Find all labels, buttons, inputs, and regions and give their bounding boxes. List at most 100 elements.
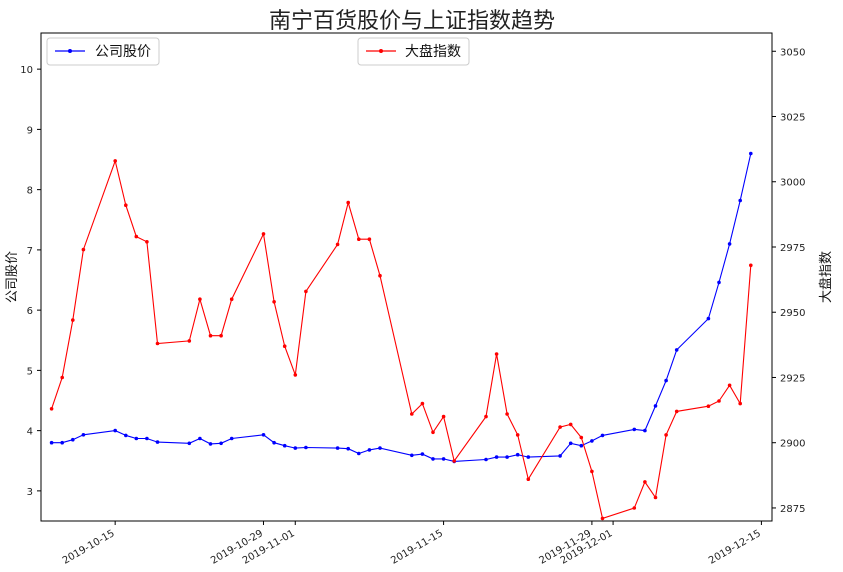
series-1-point — [124, 203, 128, 207]
series-1-point — [335, 242, 340, 247]
x-tick-label: 2019-11-15 — [389, 528, 445, 567]
series-1-point — [346, 200, 351, 205]
series-0-point — [674, 348, 679, 352]
series-1-point — [505, 412, 509, 416]
left-tick-label: 9 — [27, 125, 33, 136]
left-tick-label: 7 — [27, 246, 33, 257]
series-0-point — [219, 441, 223, 446]
series-1-point — [632, 506, 637, 510]
series-0-point — [272, 440, 276, 445]
series-1-point — [738, 401, 742, 406]
series-0-point — [643, 428, 647, 433]
series-0-point — [60, 440, 64, 445]
series-0-point — [155, 440, 160, 444]
right-tick-label: 3000 — [780, 178, 805, 189]
series-1-point — [410, 412, 414, 416]
series-0-point — [346, 446, 351, 451]
series-0-point — [81, 433, 86, 437]
series-0-point — [441, 457, 446, 461]
legend-left-marker — [68, 49, 72, 53]
right-tick-label: 3025 — [780, 113, 805, 124]
legend-left-label: 公司股价 — [95, 44, 151, 60]
series-1-point — [282, 344, 287, 349]
right-tick-label: 2900 — [780, 439, 805, 450]
series-0-point — [727, 242, 732, 246]
series-1-point — [515, 433, 520, 437]
legend-right-box — [357, 37, 470, 66]
series-0-point — [420, 452, 425, 456]
series-0-point — [431, 457, 435, 461]
series-1-point — [357, 237, 361, 241]
series-1-point — [71, 318, 75, 322]
series-0-point — [49, 440, 54, 445]
series-1-point — [378, 273, 382, 278]
left-tick-label: 5 — [27, 366, 33, 377]
series-line-0 — [51, 153, 752, 462]
series-0-point — [304, 445, 308, 450]
series-1-point — [441, 414, 446, 419]
series-1-point — [261, 232, 266, 236]
series-0-point — [71, 437, 75, 442]
series-0-point — [367, 448, 372, 452]
right-tick-label: 2875 — [780, 504, 805, 515]
series-1-point — [674, 409, 679, 414]
series-0-point — [208, 442, 213, 446]
legend-left: 公司股价 — [46, 37, 160, 66]
series-1-point — [717, 399, 721, 403]
x-tick-label: 2019-12-15 — [707, 528, 763, 567]
series-0-point — [579, 443, 584, 448]
series-0-point — [558, 454, 562, 458]
series-1-point — [727, 383, 732, 388]
left-tick-label: 3 — [27, 487, 33, 498]
series-1-point — [293, 373, 298, 377]
series-0-point — [505, 455, 509, 459]
series-1-point — [494, 352, 499, 356]
series-1-point — [367, 237, 372, 241]
series-1-point — [420, 401, 425, 406]
right-tick-label: 3050 — [780, 47, 805, 58]
series-0-point — [145, 436, 149, 441]
series-0-point — [378, 446, 382, 450]
series-1-point — [113, 159, 117, 163]
series-0-point — [600, 433, 605, 438]
series-1-point — [643, 480, 647, 484]
series-1-point — [664, 433, 668, 437]
series-0-point — [568, 441, 573, 446]
series-1-point — [187, 339, 192, 343]
series-0-point — [134, 436, 139, 441]
left-axis: 3 4 5 6 7 8 9 10 — [20, 65, 41, 498]
right-axis-label: 大盘指数 — [818, 251, 834, 303]
left-tick-label: 8 — [27, 186, 33, 197]
right-tick-label: 2950 — [780, 308, 805, 319]
plot-frame — [40, 32, 773, 522]
series-1-point — [526, 477, 531, 482]
left-tick-label: 4 — [27, 427, 33, 438]
series-0-point — [653, 404, 658, 408]
chart-title: 南宁百货股价与上证指数趋势 — [269, 9, 555, 34]
series-1-point — [706, 404, 711, 409]
series-1-point — [134, 234, 139, 239]
series-0-point — [717, 280, 721, 285]
series-1-point — [81, 247, 86, 252]
series-1-point — [600, 516, 605, 521]
x-tick-label: 2019-10-15 — [61, 528, 117, 567]
series-0-point — [124, 433, 128, 438]
series-layer — [49, 151, 753, 521]
series-1-point — [145, 240, 149, 244]
series-0-point — [357, 451, 361, 456]
series-0-point — [664, 378, 668, 383]
series-0-point — [113, 428, 117, 433]
legend-right: 大盘指数 — [357, 37, 470, 66]
series-1-point — [229, 297, 234, 302]
series-0-point — [749, 151, 753, 156]
series-0-point — [187, 441, 192, 446]
series-line-1 — [51, 158, 752, 520]
series-1-point — [219, 333, 223, 338]
series-0-point — [706, 316, 711, 321]
series-0-point — [261, 433, 266, 437]
series-0-point — [526, 455, 531, 459]
series-1-point — [558, 425, 562, 429]
series-0-point — [590, 439, 594, 443]
legend-left-box — [46, 37, 160, 66]
